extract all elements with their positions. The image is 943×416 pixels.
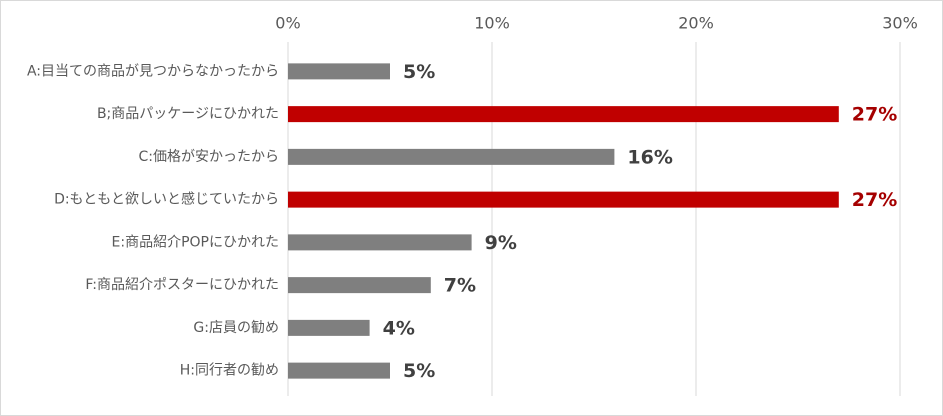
x-tick-label: 10% bbox=[474, 14, 510, 33]
value-label: 5% bbox=[403, 360, 435, 382]
value-label: 7% bbox=[444, 275, 476, 297]
bar bbox=[288, 277, 431, 294]
value-label: 27% bbox=[852, 189, 897, 211]
bar bbox=[288, 63, 390, 80]
bar bbox=[288, 106, 839, 123]
y-tick-label: E:商品紹介POPにひかれた bbox=[112, 234, 279, 250]
x-tick-label: 20% bbox=[678, 14, 714, 33]
value-label: 16% bbox=[627, 146, 672, 168]
y-tick-label: C:価格が安かったから bbox=[139, 149, 280, 165]
x-tick-label: 0% bbox=[275, 14, 300, 33]
x-tick-label: 30% bbox=[882, 14, 918, 33]
bar bbox=[288, 362, 390, 379]
y-tick-label: B;商品パッケージにひかれた bbox=[97, 106, 279, 122]
value-label: 27% bbox=[852, 104, 897, 126]
value-label: 5% bbox=[403, 61, 435, 83]
y-tick-label: F:商品紹介ポスターにひかれた bbox=[85, 277, 279, 293]
bar bbox=[288, 148, 615, 165]
value-label: 9% bbox=[485, 232, 517, 254]
y-tick-label: A:目当ての商品が見つからなかったから bbox=[27, 63, 279, 79]
y-tick-label: H:同行者の勧め bbox=[180, 362, 279, 379]
bar bbox=[288, 234, 472, 251]
value-label: 4% bbox=[383, 317, 415, 339]
bar bbox=[288, 191, 839, 208]
y-tick-label: D:もともと欲しいと感じていたから bbox=[54, 191, 279, 208]
y-tick-label: G:店員の勧め bbox=[193, 319, 279, 336]
bar bbox=[288, 319, 370, 336]
